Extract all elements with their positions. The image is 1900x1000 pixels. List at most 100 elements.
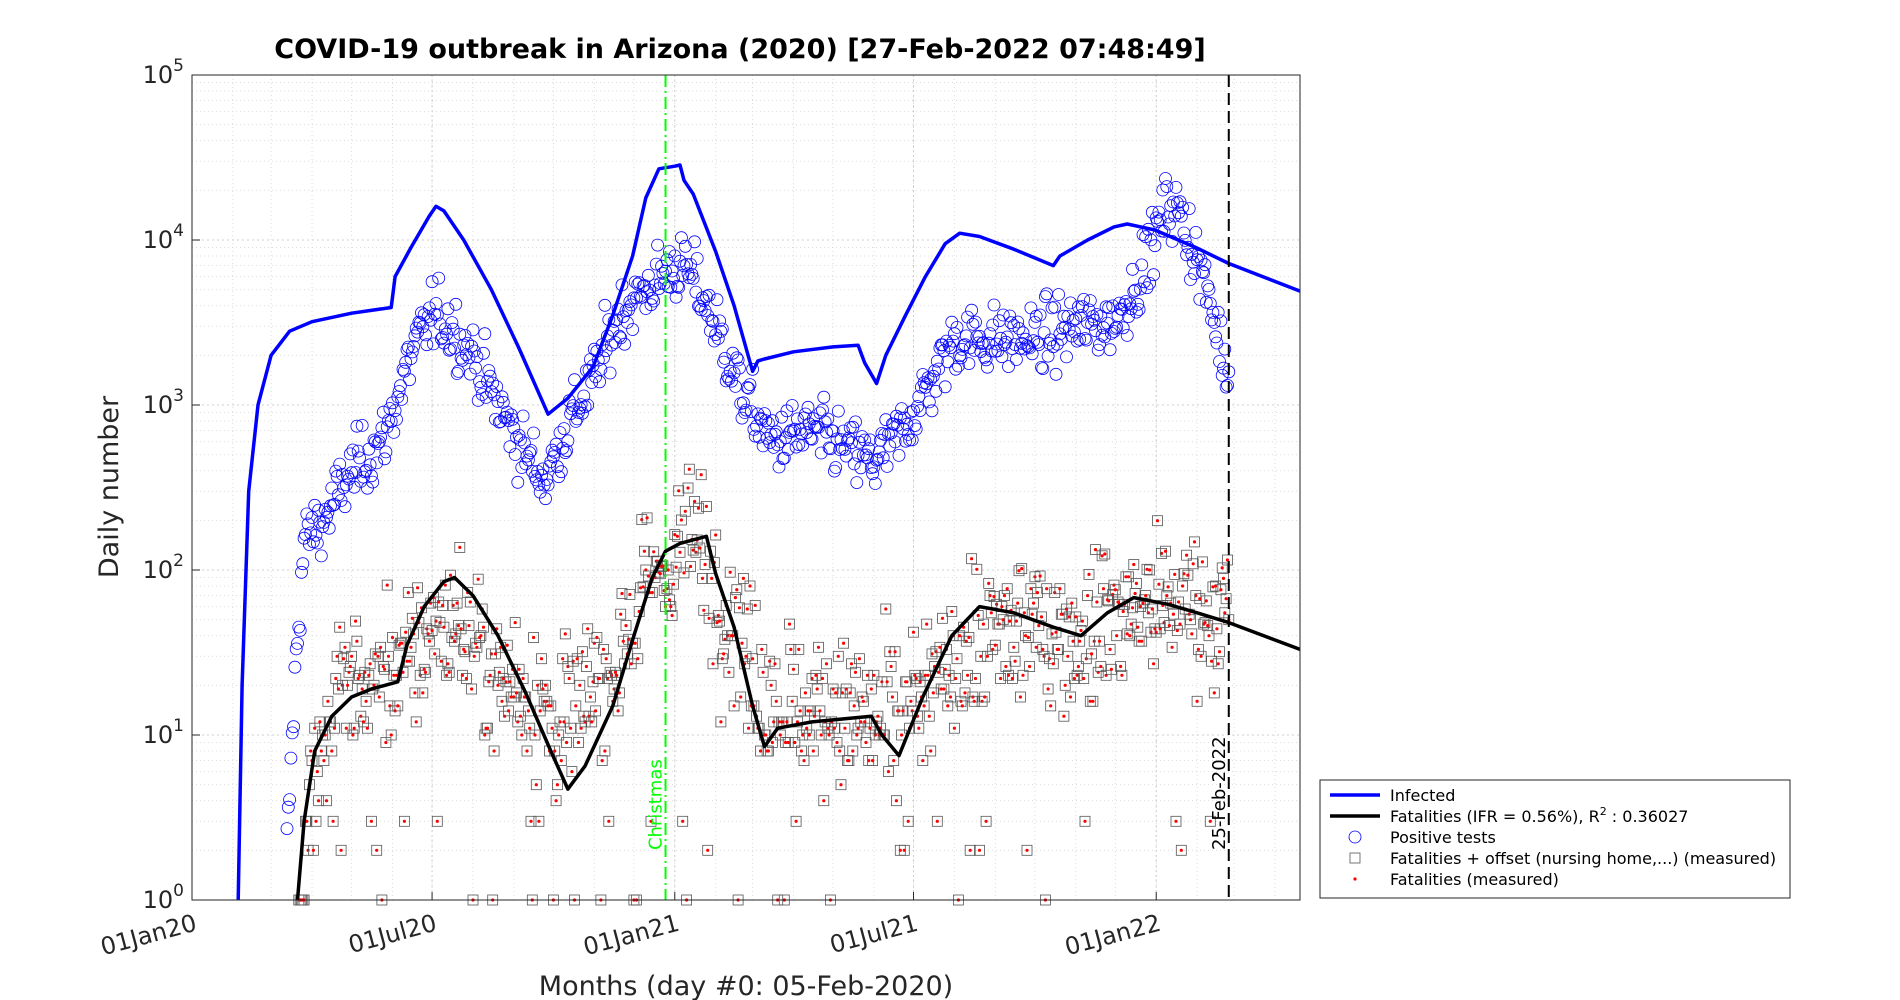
positive-test-marker	[804, 432, 817, 446]
fatality-measured-marker	[485, 726, 490, 730]
fatality-measured-marker	[1020, 567, 1024, 571]
fatality-measured-marker	[987, 581, 991, 586]
fatality-measured-marker	[1075, 673, 1079, 677]
fatality-offset-marker	[1132, 621, 1144, 633]
fatality-offset-marker	[508, 691, 520, 703]
positive-test-marker	[893, 411, 907, 425]
fatality-measured-marker	[931, 691, 935, 695]
fatality-offset-marker	[447, 600, 459, 611]
fatality-offset-marker	[585, 691, 596, 703]
fatality-measured-marker	[1080, 619, 1084, 623]
positive-test-marker	[660, 253, 674, 267]
positive-test-marker	[961, 310, 974, 324]
fatality-measured-marker	[917, 726, 921, 730]
positive-test-marker	[861, 451, 874, 465]
fatality-offset-marker	[575, 722, 587, 734]
positive-test-marker	[850, 476, 864, 490]
positive-test-marker	[973, 329, 986, 343]
fatality-offset-marker	[1041, 583, 1053, 595]
positive-test-marker	[351, 444, 365, 458]
fatality-offset-marker	[1034, 570, 1046, 582]
fatality-offset-marker	[1204, 815, 1216, 827]
positive-test-marker	[697, 294, 711, 308]
vertical-line-label: 25-Feb-2022	[1209, 736, 1230, 850]
fatality-measured-marker	[778, 733, 782, 737]
fatality-offset-marker	[769, 658, 781, 670]
fatality-offset-marker	[602, 673, 613, 684]
positive-test-marker	[393, 379, 407, 393]
fatality-measured-marker	[1178, 622, 1182, 626]
positive-test-marker	[491, 395, 505, 409]
fatality-offset-marker	[881, 676, 893, 688]
positive-test-marker	[952, 359, 965, 373]
fatality-measured-marker	[594, 709, 598, 713]
positive-test-marker	[293, 624, 307, 637]
positive-test-marker	[950, 320, 964, 334]
fatality-offset-marker	[616, 588, 628, 599]
fatality-offset-marker	[943, 669, 955, 681]
positive-test-marker	[966, 317, 980, 331]
positive-test-marker	[537, 478, 551, 492]
fatality-offset-marker	[639, 545, 650, 557]
positive-test-marker	[415, 306, 428, 320]
positive-test-marker	[1000, 330, 1014, 344]
positive-test-marker	[999, 335, 1013, 349]
positive-test-marker	[287, 720, 301, 734]
fatality-offset-marker	[361, 722, 373, 734]
fatality-measured-marker	[613, 670, 618, 674]
fatality-measured-marker	[711, 662, 715, 666]
fatality-offset-marker	[1190, 590, 1202, 601]
positive-test-marker	[603, 366, 617, 380]
positive-test-marker	[1126, 262, 1139, 276]
fatality-measured-marker	[989, 611, 993, 615]
fatality-offset-marker	[1042, 683, 1054, 695]
fatality-measured-marker	[716, 613, 720, 618]
fatality-measured-marker	[1141, 601, 1145, 605]
positive-test-marker	[1213, 355, 1226, 368]
positive-test-marker	[837, 424, 850, 438]
fatality-offset-marker	[545, 700, 557, 712]
fatality-measured-marker	[1195, 699, 1199, 703]
positive-test-marker	[578, 400, 592, 414]
fatality-measured-marker	[565, 740, 569, 745]
fatality-offset-marker	[661, 583, 673, 595]
fatality-offset-marker	[1046, 628, 1058, 640]
fatality-offset-marker	[960, 635, 972, 647]
fatality-offset-marker	[301, 815, 313, 827]
positive-test-marker	[1128, 283, 1142, 297]
fatality-offset-marker	[430, 615, 442, 627]
fatality-measured-marker	[885, 680, 889, 684]
positive-test-marker	[1036, 362, 1050, 376]
fatality-offset-marker	[1030, 641, 1042, 653]
fatality-offset-marker	[632, 653, 644, 665]
positive-test-marker	[1214, 314, 1228, 328]
fatality-offset-marker	[946, 606, 958, 617]
fatality-offset-marker	[694, 542, 706, 554]
fatality-offset-marker	[921, 618, 933, 630]
positive-test-marker	[1182, 202, 1196, 216]
fatality-measured-marker	[1068, 695, 1073, 699]
positive-test-marker	[706, 314, 720, 328]
positive-test-marker	[1173, 195, 1187, 209]
fatality-offset-marker	[365, 815, 377, 827]
positive-test-marker	[383, 402, 397, 415]
fatality-measured-marker	[864, 740, 868, 745]
fatality-measured-marker	[926, 673, 930, 677]
fatality-measured-marker	[365, 726, 369, 730]
fatality-offset-marker	[860, 737, 872, 748]
fatality-offset-marker	[1083, 569, 1095, 580]
positive-test-marker	[888, 435, 902, 449]
fatality-offset-marker	[693, 502, 704, 514]
positive-test-marker	[496, 395, 510, 409]
positive-test-marker	[328, 497, 341, 511]
positive-test-marker	[978, 350, 992, 364]
positive-test-marker	[527, 426, 540, 440]
fatality-offset-marker	[1013, 565, 1025, 577]
fatality-measured-marker	[1152, 662, 1156, 666]
positive-test-marker	[1108, 321, 1122, 335]
positive-test-marker	[743, 378, 757, 392]
fatality-offset-marker	[546, 722, 558, 734]
fatality-measured-marker	[472, 654, 476, 658]
fatality-offset-marker	[811, 683, 823, 695]
fatality-offset-marker	[590, 705, 601, 717]
